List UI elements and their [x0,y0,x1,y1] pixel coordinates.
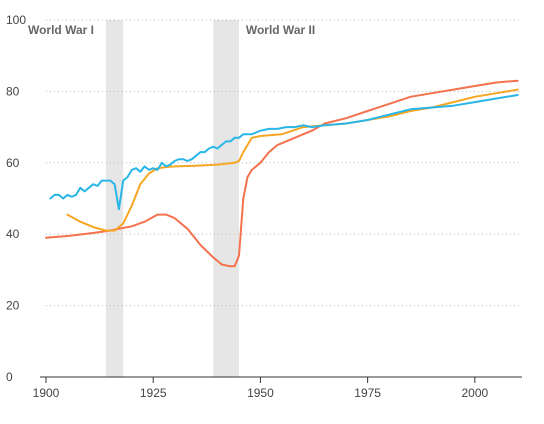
y-tick-label-40: 40 [6,227,20,241]
y-tick-label-100: 100 [6,13,26,27]
series-line-1 [49,94,519,211]
series-line-3 [45,79,519,268]
x-tick-label-1900: 1900 [33,386,60,400]
x-tick-label-2000: 2000 [461,386,488,400]
band-labels: World War I World War II [28,23,315,37]
band-1 [106,20,124,377]
y-tick-label-60: 60 [6,156,20,170]
y-tick-label-80: 80 [6,84,20,98]
y-tick-label-0: 0 [6,370,13,384]
axes: 0 20 40 60 80 100 1900 1925 1950 1975 2000 [6,13,522,400]
band-label-2: World War II [246,23,315,37]
war-bands [106,20,239,377]
series-line-2 [66,88,519,232]
x-tick-label-1925: 1925 [140,386,167,400]
band-2 [213,20,239,377]
band-label-1: World War I [28,23,94,37]
x-tick-label-1950: 1950 [247,386,274,400]
y-tick-label-20: 20 [6,299,20,313]
x-tick-label-1975: 1975 [354,386,381,400]
series-lines [45,79,519,268]
